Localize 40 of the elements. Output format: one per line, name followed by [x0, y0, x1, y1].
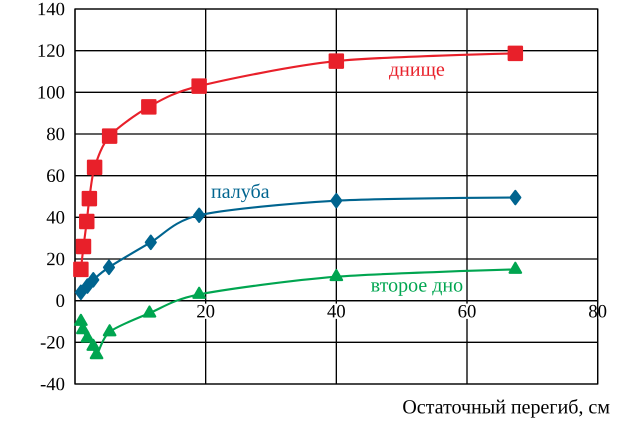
point [328, 53, 344, 69]
point [87, 272, 100, 288]
y-tick-label: 80 [47, 128, 64, 140]
y-tick-label: -40 [40, 378, 64, 390]
y-tick-label: 120 [38, 44, 64, 57]
point [79, 214, 94, 230]
point [144, 234, 157, 250]
point [142, 305, 156, 318]
y-tick-label: 0 [56, 294, 64, 307]
point [141, 99, 157, 115]
point [80, 330, 94, 343]
point [102, 128, 118, 144]
point [191, 78, 207, 94]
point [508, 46, 524, 62]
point [329, 268, 344, 282]
point [193, 208, 206, 223]
point [509, 190, 522, 206]
point [76, 238, 92, 254]
y-tick-label: 60 [47, 169, 64, 182]
point [192, 286, 206, 299]
series-label: второе дно [371, 282, 462, 296]
series-label: днище [388, 66, 444, 80]
y-tick-label: 100 [38, 86, 64, 99]
series-label: палуба [211, 184, 270, 202]
y-tick-label: 40 [46, 211, 64, 224]
point [102, 260, 116, 276]
point [508, 262, 522, 274]
point [82, 190, 98, 206]
x-tick-label: 40 [327, 304, 345, 318]
y-tick-label: -20 [40, 336, 64, 349]
x-tick-label: 20 [197, 304, 214, 318]
point [86, 160, 102, 176]
point [102, 324, 116, 336]
y-tick-label: 20 [47, 252, 64, 266]
point [74, 284, 87, 300]
point [73, 262, 89, 278]
x-tick-label: 60 [458, 304, 476, 318]
point [330, 192, 342, 208]
y-tick-label: 140 [38, 2, 64, 16]
x-axis-title: Остаточный перегиб, см [403, 399, 610, 418]
